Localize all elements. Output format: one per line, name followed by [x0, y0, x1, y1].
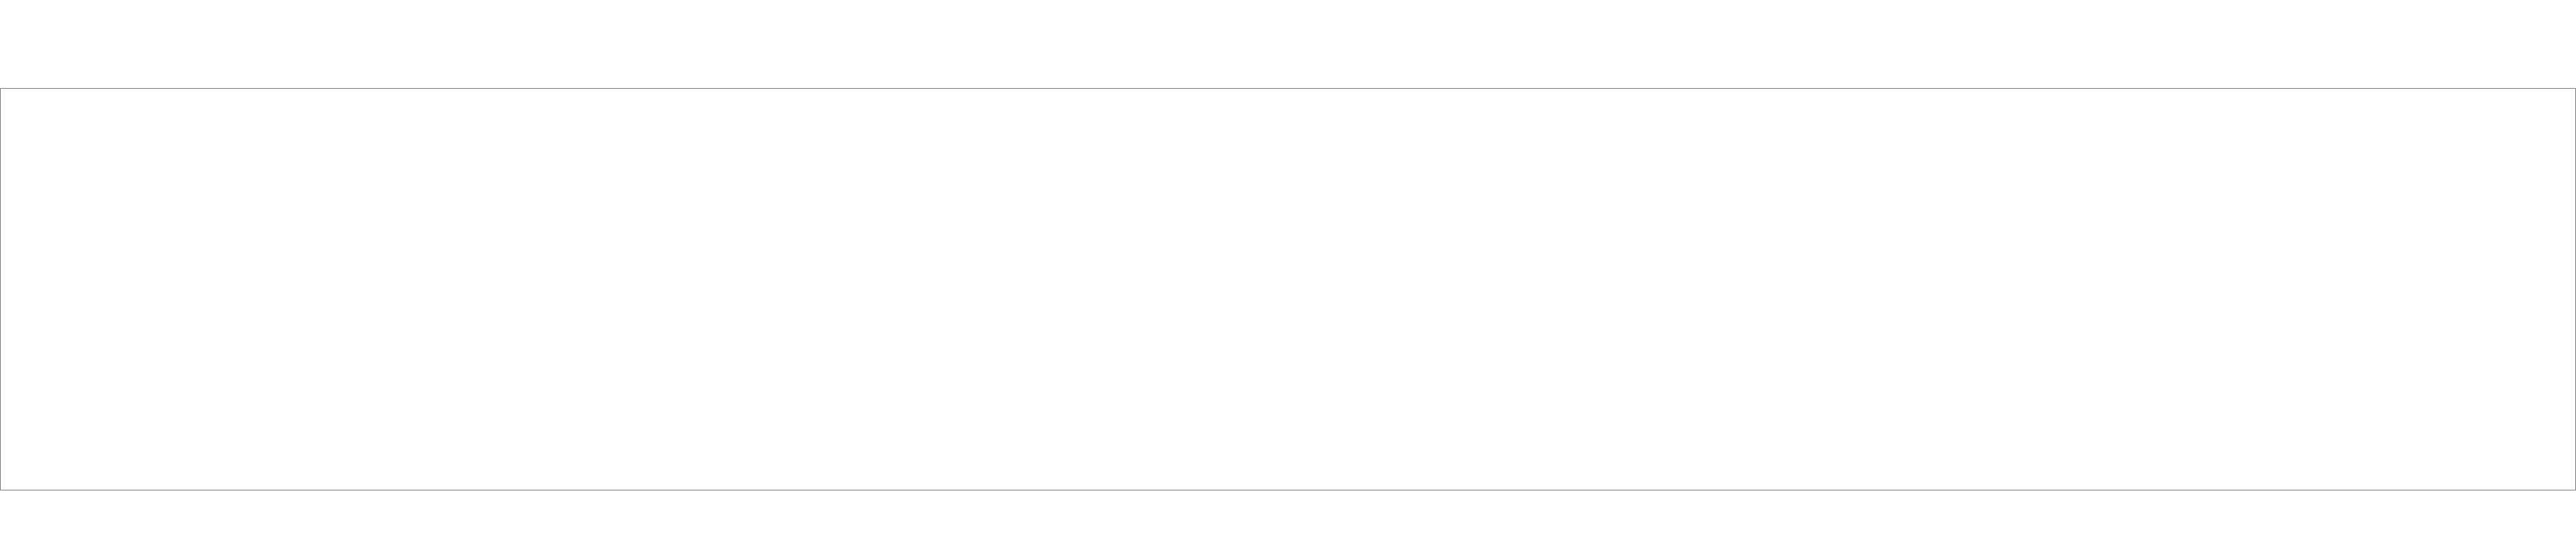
marker-lines-layer: [1, 89, 2576, 490]
annotation-panel: [0, 490, 2576, 537]
gene-annotation-svg: [0, 490, 2576, 537]
chromatin-loop-arcs: [0, 0, 2576, 88]
signal-tracks-panel: [0, 88, 2576, 490]
arc-svg: [0, 0, 2576, 88]
highlight-bands-layer: [1, 89, 2576, 490]
